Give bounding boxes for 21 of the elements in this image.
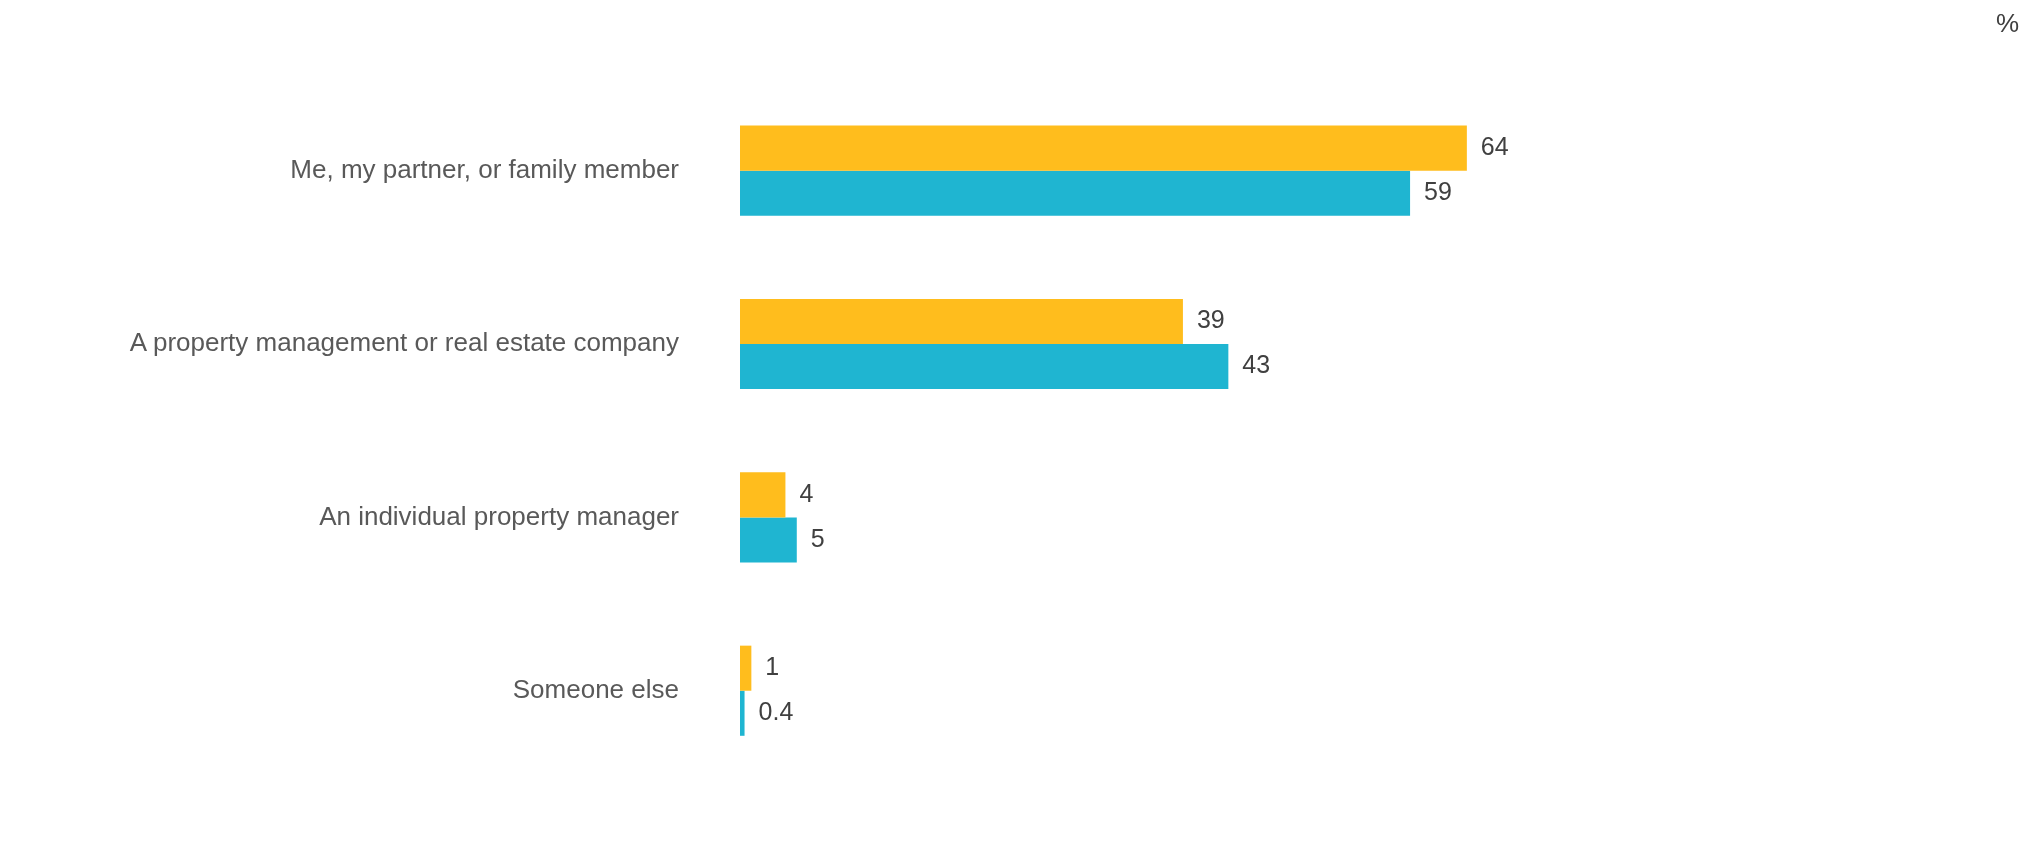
bar (740, 517, 797, 563)
data-label: 0.4 (758, 697, 794, 726)
bar (740, 344, 1229, 390)
bar (740, 472, 786, 518)
data-label: 59 (1424, 177, 1452, 206)
data-label: 5 (810, 523, 825, 552)
data-label: 1 (765, 652, 780, 681)
data-label: 4 (799, 478, 814, 507)
bar (740, 125, 1467, 171)
data-label: 43 (1242, 350, 1271, 379)
y-tick-label: Someone else (512, 673, 679, 704)
bar (740, 690, 745, 736)
y-tick-label: Me, my partner, or family member (290, 153, 680, 184)
data-label: 64 (1480, 132, 1509, 161)
bar (740, 645, 752, 691)
y-tick-label: An individual property manager (319, 500, 680, 531)
data-label: 39 (1196, 305, 1225, 334)
text: % (1995, 8, 2019, 39)
y-tick-label: A property management or real estate company (129, 327, 679, 358)
bar (740, 170, 1411, 216)
bar (740, 298, 1183, 345)
